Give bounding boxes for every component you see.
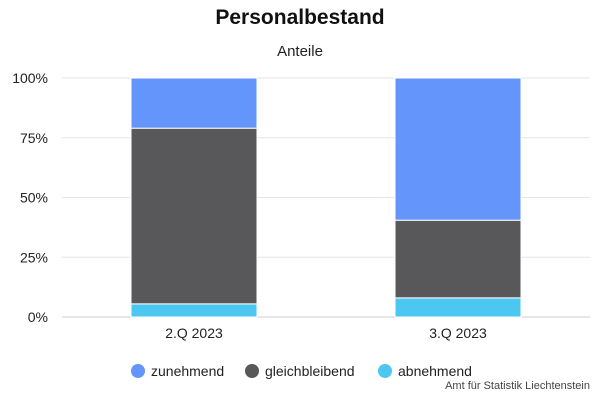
y-tick-label: 25% <box>20 249 48 265</box>
legend-label: gleichbleibend <box>265 363 355 379</box>
bar-segment <box>394 219 522 299</box>
chart-title: Personalbestand <box>215 6 385 29</box>
y-tick-label: 0% <box>28 309 48 325</box>
legend-marker <box>378 364 392 378</box>
legend-label: abnehmend <box>398 363 472 379</box>
y-tick-label: 50% <box>20 190 48 206</box>
bar-segment <box>394 297 522 318</box>
chart-subtitle: Anteile <box>277 43 323 60</box>
bar-segment <box>130 77 258 129</box>
bar-segment <box>130 303 258 318</box>
legend-marker <box>131 364 145 378</box>
y-tick-label: 100% <box>12 70 48 86</box>
y-tick-label: 75% <box>20 130 48 146</box>
legend-marker <box>245 364 259 378</box>
source-credit: Amt für Statistik Liechtenstein <box>445 380 590 392</box>
legend-label: zunehmend <box>151 363 224 379</box>
bar-segment <box>130 127 258 305</box>
x-tick-label: 3.Q 2023 <box>429 325 487 341</box>
bar-segment <box>394 77 522 221</box>
x-tick-label: 2.Q 2023 <box>165 325 223 341</box>
